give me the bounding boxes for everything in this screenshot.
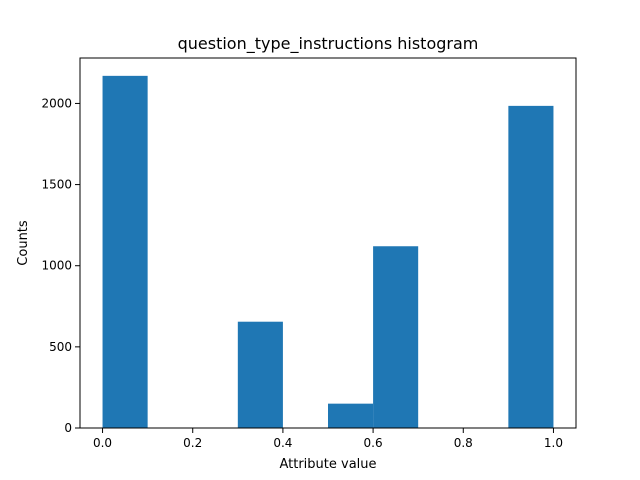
y-tick-label: 2000 (41, 96, 72, 110)
histogram-bar-6 (373, 246, 419, 428)
histogram-bar-3 (237, 321, 283, 428)
y-axis-ticks: 0 500 1000 1500 2000 (41, 96, 80, 435)
histogram-bar-5 (328, 403, 374, 428)
x-tick-label: 0.6 (364, 436, 383, 450)
bars-group (102, 75, 554, 429)
x-tick-label: 1.0 (544, 436, 563, 450)
y-tick-label: 0 (64, 421, 72, 435)
x-tick-label: 0.0 (93, 436, 112, 450)
x-axis-ticks: 0.0 0.2 0.4 0.6 0.8 1.0 (93, 428, 563, 450)
x-tick-label: 0.2 (183, 436, 202, 450)
y-tick-label: 1000 (41, 259, 72, 273)
plot-frame (79, 57, 577, 429)
histogram-bar-9 (508, 105, 554, 429)
x-tick-label: 0.4 (273, 436, 292, 450)
x-axis-label: Attribute value (279, 457, 376, 472)
y-tick-label: 1500 (41, 178, 72, 192)
x-tick-label: 0.8 (454, 436, 473, 450)
chart-title: question_type_instructions histogram (178, 34, 479, 54)
y-tick-label: 500 (49, 340, 72, 354)
histogram-bar-0 (102, 75, 148, 428)
y-axis-label: Counts (16, 220, 31, 266)
